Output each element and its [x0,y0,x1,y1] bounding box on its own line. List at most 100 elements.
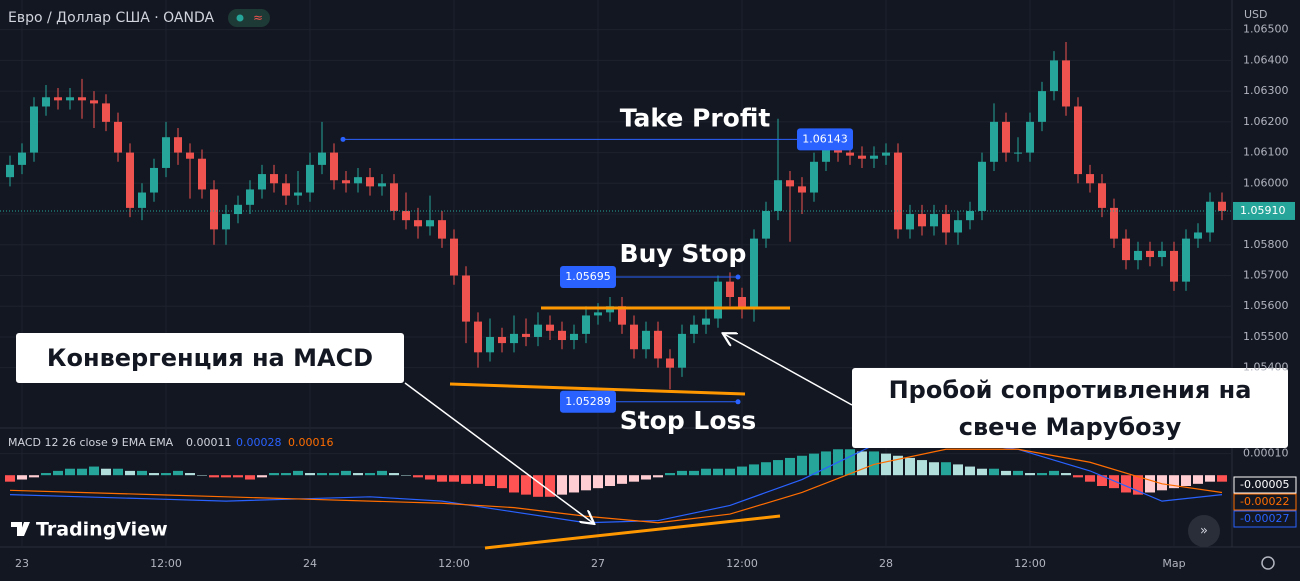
macd-histogram-bar [197,475,207,476]
candle-body [1182,238,1190,282]
macd-histogram-bar [1169,475,1179,489]
macd-histogram-bar [1145,475,1155,493]
candle-body [942,214,950,233]
macd-histogram-bar [653,475,663,478]
macd-histogram-bar [125,470,135,476]
macd-histogram-bar [65,468,75,476]
macd-histogram-bar [593,475,603,489]
scroll-button[interactable] [1188,515,1220,547]
candle-body [1014,152,1022,154]
candle-body [258,174,266,190]
macd-histogram-bar [545,475,555,497]
macd-histogram-bar [233,475,243,478]
candle-body [270,174,278,184]
macd-value-box [1233,476,1297,494]
macd-histogram-bar [629,475,639,482]
market-open-dot [236,14,244,22]
candle-body [678,333,686,368]
macd-histogram-bar [257,475,267,478]
candle-body [534,324,542,337]
y-tick-label: 1.06100 [1243,146,1289,159]
order-name: Take Profit [620,103,771,132]
x-tick-label: 12:00 [150,557,182,570]
macd-histogram-bar [389,473,399,476]
grid [0,0,1232,547]
candle-body [54,97,62,101]
currency[interactable]: USD [1244,8,1268,21]
macd-histogram-bar [317,473,327,476]
macd-histogram-bar [641,475,651,480]
candle-body [114,121,122,153]
candle-body [6,164,14,178]
macd-histogram-bar [977,468,987,476]
candle-body [138,192,146,208]
order-box [560,266,616,289]
candle-body [498,336,506,344]
candle-body [438,220,446,239]
candle-body [990,121,998,162]
x-tick-label: 12:00 [726,557,758,570]
macd-histogram-bar [941,462,951,476]
macd-line [9,448,1223,524]
candle-body [402,210,410,221]
candle-body [522,333,530,337]
macd-histogram-bar [173,470,183,476]
candle-body [1050,60,1058,92]
brand: TradingView [36,519,168,541]
candle-body [1134,250,1142,261]
macd-histogram-bar [773,460,783,476]
status-pill[interactable] [228,9,270,27]
order-dot [735,399,741,405]
order-box [560,390,616,413]
candle-body [738,297,746,310]
candle-body [210,189,218,230]
macd-histogram-bar [401,475,411,476]
status-icon: ≈ [253,11,263,25]
candle-body [366,177,374,187]
candle-body [66,97,74,101]
macd-histogram-bar [953,464,963,476]
macd-histogram-bar [437,475,447,482]
macd-histogram-bar [557,475,567,495]
macd-histogram-bar [449,475,459,482]
macd-histogram-bar [1001,470,1011,476]
brand-logo [11,522,30,536]
macd-histogram-bar [353,473,363,476]
arrow [724,334,853,406]
candle-body [726,281,734,298]
macd-histogram-bar [809,453,819,476]
candle-body [630,324,638,350]
settings-icon[interactable] [1261,556,1275,570]
order-dot [735,274,741,280]
macd-histogram-bar [569,475,579,493]
macd-histogram-bar [377,470,387,476]
candle-body [1158,250,1166,258]
candle-body [1110,207,1118,239]
macd-histogram-bar [413,475,423,478]
candle-body [834,149,842,153]
candle-body [1086,174,1094,184]
candle-body [822,149,830,162]
macd-histogram-bar [989,468,999,476]
macd-histogram-bar [5,475,15,482]
macd-histogram-bar [365,473,375,476]
candle-body [354,177,362,184]
candle-body [102,103,110,122]
candle-body [930,214,938,227]
macd-trend-line [484,514,781,550]
macd-histogram-bar [665,473,675,476]
candle-body [330,152,338,181]
candle-body [318,152,326,165]
y-tick-label: 1.06300 [1243,84,1289,97]
macd-histogram-bar [761,462,771,476]
macd-histogram-bar [917,460,927,476]
x-tick-label: 28 [879,557,893,570]
macd-histogram-bar [1217,475,1227,482]
macd-histogram-bar [677,470,687,476]
candle-body [78,97,86,101]
candle-body [234,204,242,215]
macd-histogram-bar [617,475,627,484]
candle-body [1218,201,1226,211]
